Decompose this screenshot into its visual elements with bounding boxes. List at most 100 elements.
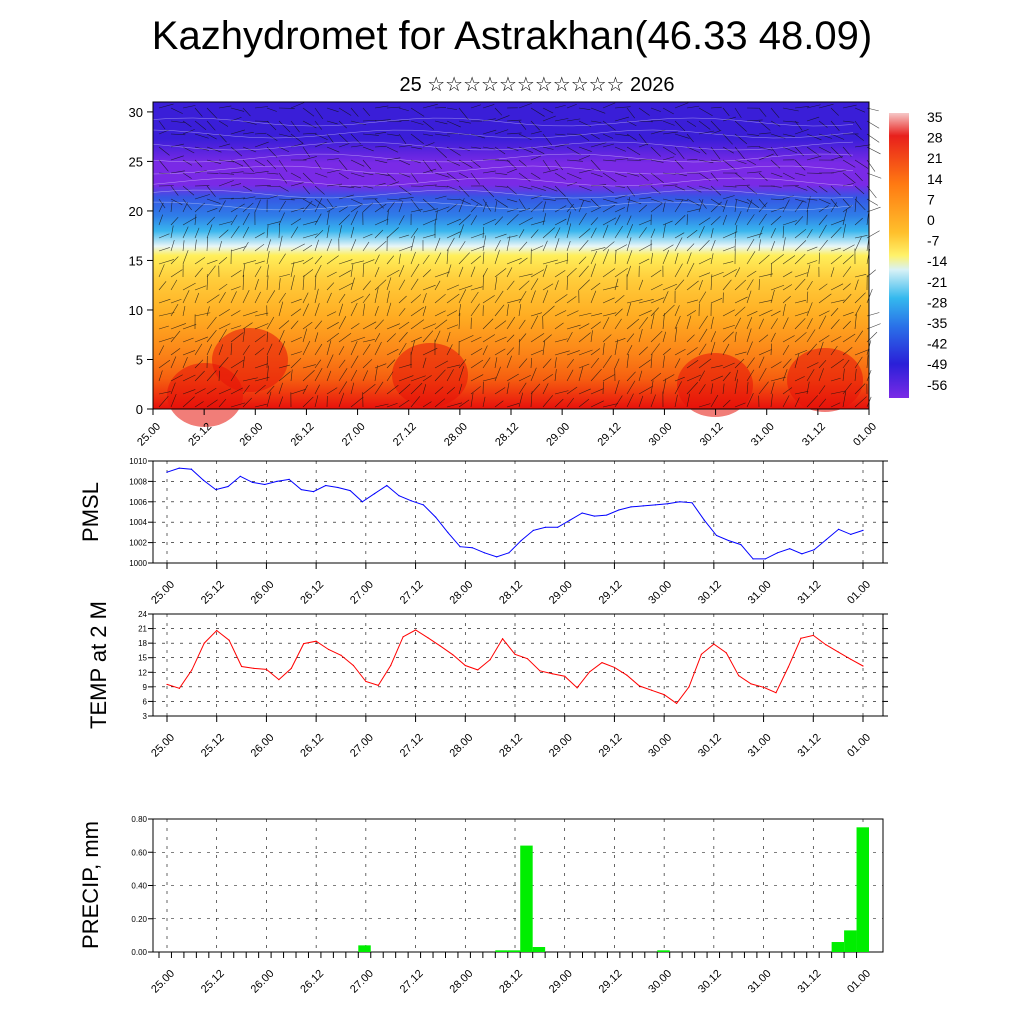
wind-barb [662,131,678,135]
wind-barb [734,279,747,291]
wind-barb [506,334,515,343]
wind-barb [446,231,461,239]
wind-barb [386,227,399,239]
wind-barb [602,374,615,382]
wind-barb [398,200,404,213]
pmsl-point [251,481,254,484]
pmsl-point [715,534,718,537]
wind-barb [314,384,320,395]
wind-barb [782,335,795,343]
wind-barb [806,133,822,141]
wind-barb [218,398,227,408]
wind-barb [614,116,630,122]
wind-barb [794,311,809,317]
wind-barb [674,120,686,132]
precip-bar [657,950,670,952]
wind-barb [398,399,410,408]
wind-barb [386,255,395,265]
wind-barb [686,105,700,109]
wind-barb [746,198,760,209]
wind-barb [314,332,319,343]
wind-barb [326,387,338,395]
x-tick-label: 31.00 [746,579,774,607]
wind-barb [542,159,551,171]
temp-2m-point [290,667,292,670]
wind-barb [722,309,735,317]
wind-barb [734,172,745,181]
temp-2m-point [315,640,317,642]
wind-barb [254,334,266,343]
wind-barb [434,133,451,137]
wind-barb [650,284,663,291]
wind-barb [758,278,760,291]
wind-barb [182,389,196,395]
wind-barb [302,156,317,161]
wind-barb [470,374,484,382]
wind-barb [194,359,204,369]
wind-barb [266,290,276,304]
wind-barb [854,356,863,369]
wind-barb [458,366,465,382]
wind-barb [494,129,509,135]
wind-barb [758,349,772,356]
wind-barb [578,349,593,356]
pmsl-point [532,529,534,531]
wind-barb [206,399,218,408]
wind-barb [398,279,406,291]
wind-barb [158,214,163,226]
x-tick-label: 27.00 [348,579,376,607]
wind-barb [758,226,764,239]
wind-barb [818,239,828,252]
wind-barb [242,226,250,239]
wind-barb [290,133,304,144]
wind-barb [398,133,407,144]
wind-barb [758,309,773,317]
wind-barb [482,377,497,382]
x-tick-label: 31.00 [746,968,774,996]
wind-barb [854,133,864,141]
wind-barb [206,198,221,204]
temp-2m-point [452,654,454,656]
wind-barb [506,132,522,135]
wind-barb [818,252,821,265]
wind-barb [506,382,510,395]
wind-barb [650,269,662,278]
wind-barb [170,198,183,206]
wind-barb [278,292,287,304]
pmsl-point [435,516,437,518]
pmsl-point [752,558,754,560]
wind-barb [242,322,253,330]
wind-barb [590,107,606,114]
wind-barb [746,311,758,317]
isotherm-line [152,117,854,127]
wind-barb [734,120,747,132]
wind-barb [590,159,602,172]
wind-barb [290,120,300,133]
wind-barb [170,348,181,356]
wind-barb [242,385,250,395]
wind-barb [350,396,364,408]
wind-barb [422,120,434,130]
wind-barb [530,312,543,317]
wind-barb [350,336,366,343]
wind-barb [422,293,427,304]
pmsl-point [508,552,510,554]
wind-barb [194,227,200,239]
wind-barb [566,310,579,317]
wind-barb [746,251,756,265]
wind-barb [626,333,635,343]
wind-barb [698,226,705,239]
wind-barb [614,308,623,317]
wind-barb [770,254,784,265]
wind-barb [206,265,216,278]
wind-barb [794,349,808,356]
wind-barb [650,172,664,183]
wind-barb [626,146,641,156]
wind-barb [470,348,483,356]
pmsl-point [276,480,278,482]
colorbar-label: -49 [927,356,947,372]
pmsl-point [679,501,681,503]
wind-barb [374,279,387,291]
wind-barb [542,240,548,252]
precip-bar [520,845,533,952]
